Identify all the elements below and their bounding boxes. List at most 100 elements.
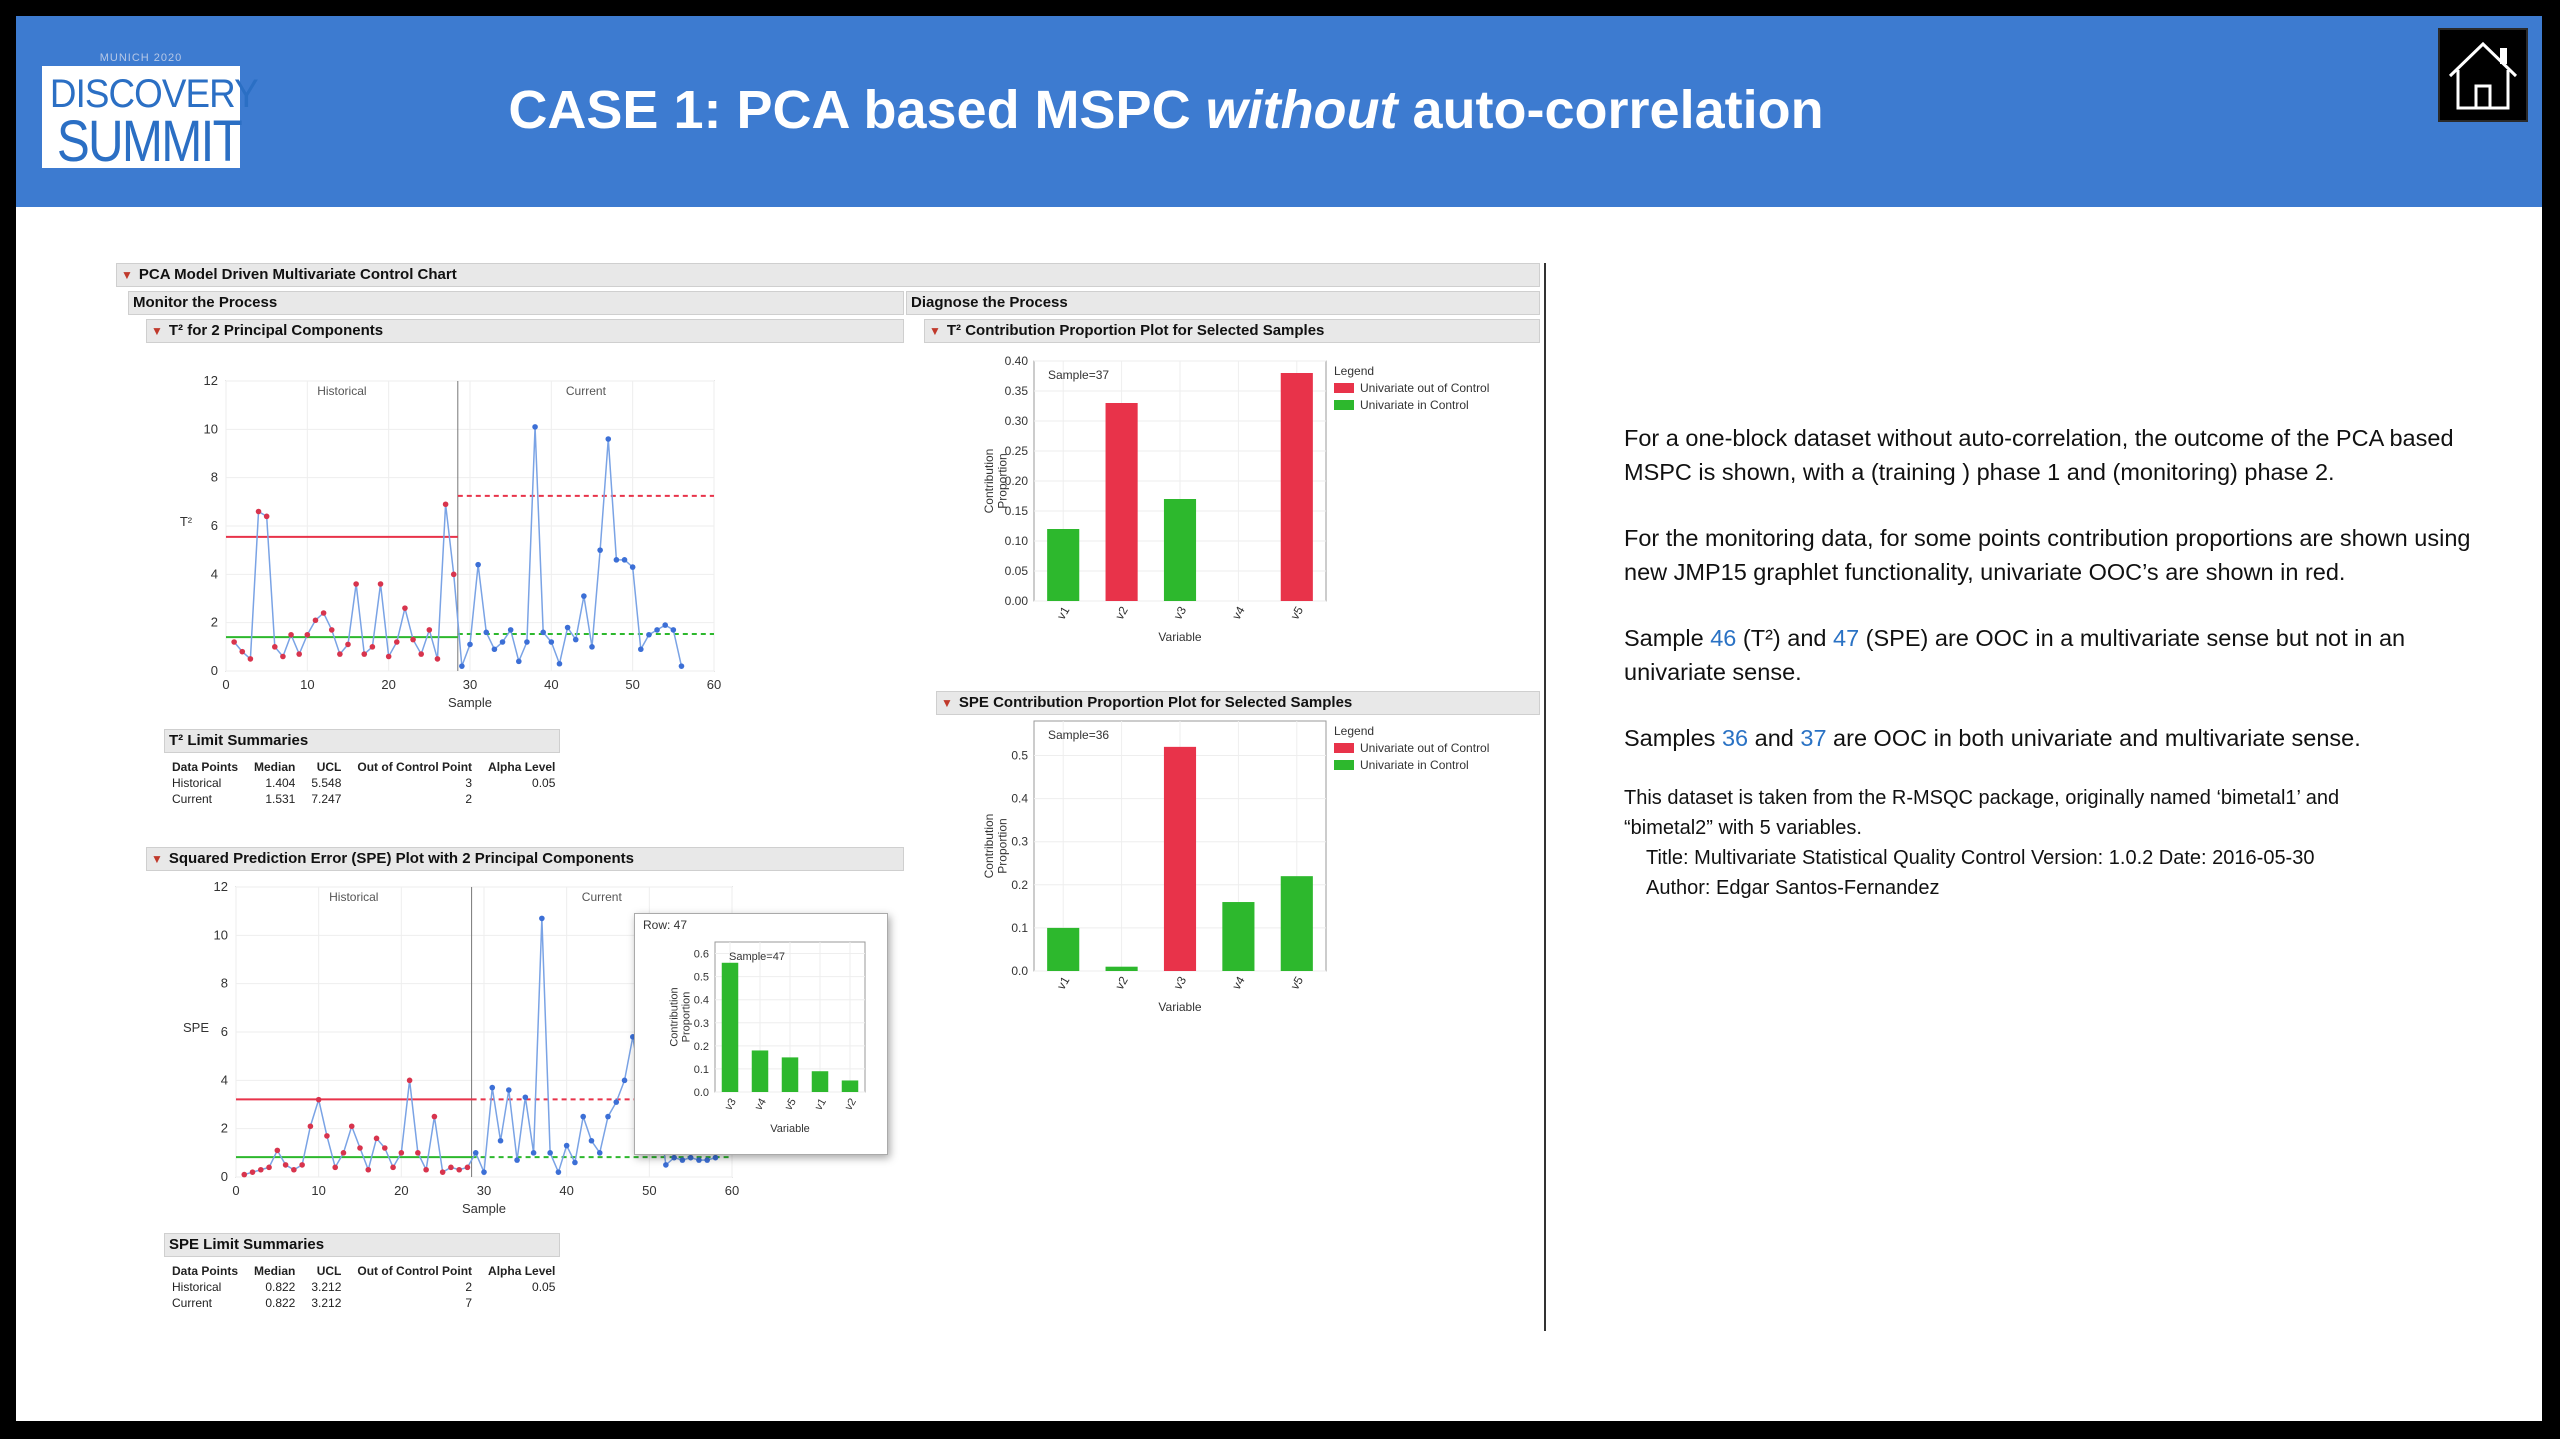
data-point — [340, 1150, 347, 1156]
legend-label-in-control: Univariate in Control — [1360, 758, 1469, 772]
monitor-section-header[interactable]: Monitor the Process — [128, 291, 904, 315]
data-point — [258, 1166, 264, 1173]
sample-label: Sample=47 — [729, 951, 785, 963]
note-text: Sample — [1624, 625, 1711, 651]
red-triangle-icon[interactable]: ▼ — [151, 852, 163, 866]
data-point — [467, 641, 473, 648]
data-point — [564, 624, 571, 631]
x-tick-label: v5 — [1288, 604, 1307, 622]
table-cell: 0.05 — [532, 1280, 556, 1294]
note-text: Samples — [1624, 725, 1722, 751]
slide: MUNICH 2020 DISCOVERY SUMMIT CASE 1: PCA… — [16, 16, 2542, 1421]
data-point — [539, 915, 545, 922]
data-point — [304, 631, 311, 638]
y-tick-label: 0.4 — [1011, 792, 1028, 806]
legend-label-in-control: Univariate in Control — [1360, 398, 1469, 412]
data-point — [272, 644, 278, 650]
spe-limit-header[interactable]: SPE Limit Summaries — [164, 1233, 560, 1257]
t2-limit-header[interactable]: T² Limit Summaries — [164, 729, 560, 753]
t2-limit-table: Data Points Median UCL Out of Control Point… — [164, 759, 563, 807]
data-point — [597, 547, 603, 553]
data-point — [324, 1133, 330, 1139]
sample-37-ref: 37 — [1800, 725, 1827, 751]
y-axis-label: Proportion — [995, 818, 1009, 873]
legend-label-ooc: Univariate out of Control — [1360, 381, 1489, 395]
data-point — [337, 651, 343, 657]
data-point — [299, 1162, 305, 1168]
y-tick-label: 0.10 — [1005, 534, 1029, 548]
column-header: Alpha Level — [488, 760, 556, 774]
data-point — [361, 651, 368, 657]
data-point — [507, 627, 514, 633]
bar — [751, 1050, 769, 1092]
diagnose-section-header[interactable]: Diagnose the Process — [906, 291, 1540, 315]
red-triangle-icon[interactable]: ▼ — [151, 324, 163, 338]
red-triangle-icon[interactable]: ▼ — [941, 696, 953, 710]
table-row: Current 1.531 7.247 2 — [164, 791, 563, 807]
source-line-3: Title: Multivariate Statistical Quality … — [1646, 847, 2315, 869]
x-tick-label: 40 — [544, 677, 558, 692]
data-point — [385, 653, 392, 660]
data-point — [671, 1154, 677, 1161]
column-header: Alpha Level — [488, 1264, 556, 1278]
data-point — [662, 622, 668, 628]
x-tick-label: v4 — [1229, 604, 1248, 622]
y-axis-label: T² — [180, 514, 193, 529]
x-axis-label: Variable — [1158, 630, 1201, 644]
table-cell: 3.212 — [311, 1280, 342, 1294]
x-tick-label: v5 — [1288, 974, 1307, 992]
y-tick-label: 8 — [221, 976, 228, 991]
data-point — [670, 627, 677, 633]
data-point — [398, 1150, 405, 1156]
t2-contrib-header[interactable]: ▼ T² Contribution Proportion Plot for Sel… — [924, 319, 1540, 343]
x-tick-label: v3 — [1171, 604, 1190, 622]
y-tick-label: 0.4 — [694, 995, 709, 1007]
data-point — [472, 1150, 479, 1156]
note-text: (T²) and — [1736, 625, 1833, 651]
red-triangle-icon[interactable]: ▼ — [929, 324, 941, 338]
report-divider — [1544, 263, 1546, 1331]
data-point — [280, 653, 286, 660]
x-tick-label: v3 — [723, 1096, 739, 1112]
y-tick-label: 0.00 — [1005, 594, 1029, 608]
data-point — [646, 631, 652, 638]
note-text: are OOC in both univariate and multivari… — [1826, 725, 2361, 751]
y-axis-label: Contribution — [982, 814, 996, 879]
data-point — [516, 658, 522, 665]
data-point — [448, 1164, 454, 1171]
source-line-2: “bimetal2” with 5 variables. — [1624, 817, 1862, 839]
home-button[interactable] — [2438, 28, 2528, 122]
discovery-summit-logo: MUNICH 2020 DISCOVERY SUMMIT — [42, 52, 259, 171]
data-point — [266, 1164, 272, 1171]
y-tick-label: 0.30 — [1005, 414, 1029, 428]
table-cell: 3.212 — [311, 1296, 342, 1310]
data-point — [621, 557, 628, 563]
main-report-header[interactable]: ▼ PCA Model Driven Multivariate Control C… — [116, 263, 1540, 287]
data-point — [459, 663, 465, 669]
t2-control-chart: 0 10 20 30 40 50 60 0 2 4 6 8 10 12 Historical Current S… — [180, 373, 721, 710]
table-cell: 1.404 — [265, 776, 296, 790]
data-point — [288, 631, 294, 638]
data-point — [410, 636, 416, 643]
graphlet-popup[interactable]: Row: 47 0.0 0.1 0.2 0.3 0.4 0.5 0.6 v3 v4 v5 v1 v2 S… — [634, 913, 888, 1155]
legend-swatch-in-control — [1334, 400, 1354, 410]
table-cell: 7.247 — [311, 792, 342, 806]
t2-chart-header[interactable]: ▼ T² for 2 Principal Components — [146, 319, 904, 343]
spe-contrib-title: SPE Contribution Proportion Plot for Sel… — [958, 694, 1353, 711]
spe-chart-header[interactable]: ▼ Squared Prediction Error (SPE) Plot wit… — [146, 847, 904, 871]
y-tick-label: 8 — [211, 470, 218, 485]
column-header: UCL — [316, 1264, 342, 1278]
data-point — [406, 1077, 413, 1084]
bar — [1222, 902, 1255, 971]
x-tick-label: v1 — [813, 1096, 829, 1112]
x-tick-label: 20 — [381, 677, 395, 692]
sample-36-ref: 36 — [1721, 725, 1749, 751]
y-tick-label: 12 — [214, 879, 228, 894]
spe-contrib-header[interactable]: ▼ SPE Contribution Proportion Plot for Se… — [936, 691, 1540, 715]
note-paragraph-1: For a one-block dataset without auto-cor… — [1624, 425, 2454, 485]
data-point — [431, 1113, 438, 1120]
bar — [1280, 876, 1313, 971]
data-point — [263, 513, 270, 520]
table-cell: 1.531 — [265, 792, 296, 806]
red-triangle-icon[interactable]: ▼ — [121, 268, 133, 282]
